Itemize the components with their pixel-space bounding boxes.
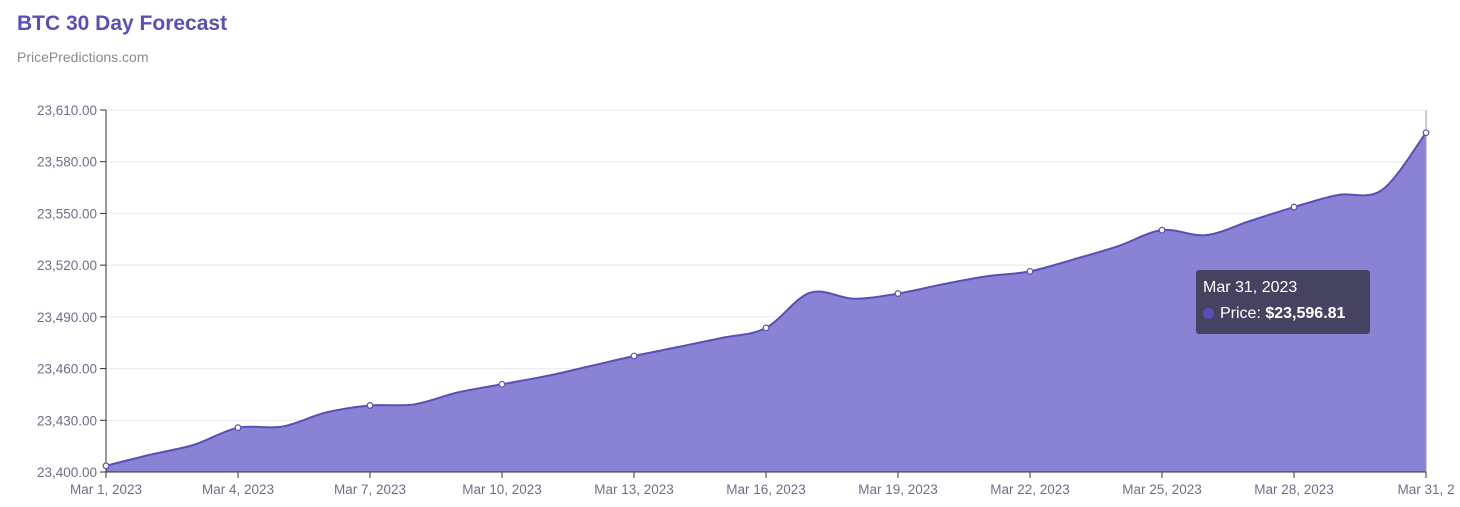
data-point[interactable]: Mar 7, 2023 [366, 402, 374, 409]
x-tick-label: Mar 13, 2023 [594, 482, 674, 497]
y-tick-label: 23,400.00 [37, 465, 97, 480]
data-point[interactable]: Mar 16, 2023 [762, 324, 770, 332]
data-point[interactable]: Mar 19, 2023 [894, 290, 902, 297]
y-tick-label: 23,460.00 [37, 362, 97, 377]
x-tick-label: Mar 31, 2 [1397, 482, 1454, 497]
y-tick-label: 23,490.00 [37, 310, 97, 325]
data-point[interactable]: Mar 28, 2023 [1290, 203, 1298, 211]
price-area-fill [106, 132, 1426, 472]
y-tick-label: 23,520.00 [37, 258, 97, 273]
tooltip-label: Price: [1220, 305, 1261, 322]
x-tick-label: Mar 16, 2023 [726, 482, 806, 497]
y-tick-label: 23,610.00 [37, 103, 97, 118]
x-tick-label: Mar 28, 2023 [1254, 482, 1334, 497]
y-tick-label: 23,580.00 [37, 155, 97, 170]
y-tick-label: 23,550.00 [37, 206, 97, 221]
label-layer: 23,400.00 23,430.00 23,460.00 23,490.00 23,5… [37, 103, 1455, 497]
x-tick-label: Mar 1, 2023 [70, 482, 142, 497]
y-tick-label: 23,430.00 [37, 413, 97, 428]
tooltip-row: Price: $23,596.81 [1203, 304, 1363, 324]
data-point[interactable]: Mar 22, 2023 [1026, 267, 1034, 275]
tooltip-value: $23,596.81 [1265, 305, 1346, 322]
chart-subtitle: PricePredictions.com [17, 49, 149, 65]
data-point[interactable]: Mar 1, 2023 [102, 462, 110, 470]
data-point[interactable]: Mar 10, 2023 [498, 380, 506, 388]
data-point[interactable]: Mar 25, 2023 [1158, 226, 1166, 234]
x-tick-label: Mar 19, 2023 [858, 482, 938, 497]
axis-layer [100, 109, 1427, 478]
price-tooltip: Mar 31, 2023 Price: $23,596.81 [1196, 270, 1370, 334]
tooltip-date: Mar 31, 2023 [1203, 279, 1298, 296]
data-point[interactable]: Mar 4, 2023 [234, 424, 242, 432]
x-tick-label: Mar 25, 2023 [1122, 482, 1202, 497]
data-point[interactable]: Mar 13, 2023 [630, 352, 638, 360]
x-tick-label: Mar 7, 2023 [334, 482, 406, 497]
tooltip-series-dot [1203, 308, 1214, 319]
x-tick-label: Mar 4, 2023 [202, 482, 274, 497]
x-tick-label: Mar 22, 2023 [990, 482, 1070, 497]
x-tick-label: Mar 10, 2023 [462, 482, 542, 497]
chart-title: BTC 30 Day Forecast [17, 12, 228, 35]
point-layer[interactable]: Mar 1, 2023 Mar 4, 2023 Mar 7, 2023 Mar 10,… [102, 129, 1430, 470]
data-point[interactable]: Mar 31, 2023 [1422, 129, 1430, 137]
